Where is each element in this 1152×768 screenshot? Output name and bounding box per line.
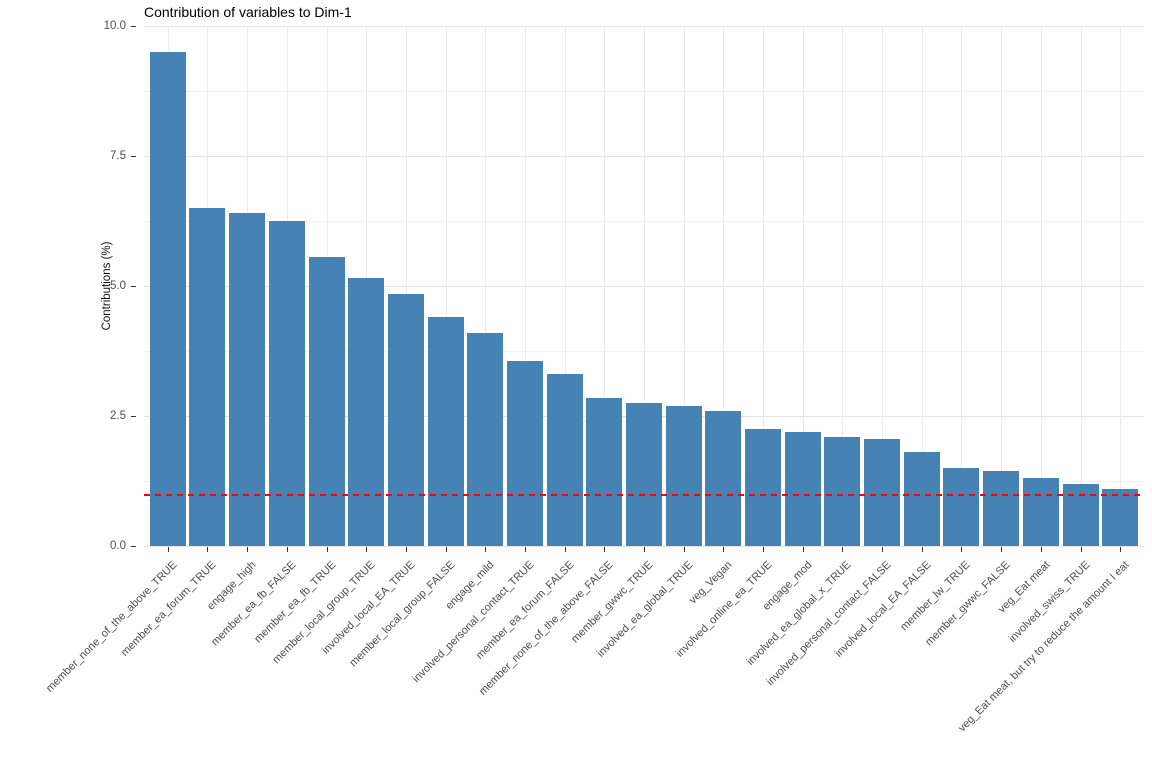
- gridline-vertical: [1001, 26, 1002, 546]
- bar: [586, 398, 622, 546]
- x-tick-mark: [1081, 547, 1082, 552]
- x-tick-mark: [723, 547, 724, 552]
- gridline-vertical: [1041, 26, 1042, 546]
- bar: [904, 452, 940, 546]
- x-tick-mark: [485, 547, 486, 552]
- gridline-vertical: [882, 26, 883, 546]
- gridline-vertical: [565, 26, 566, 546]
- y-tick-label: 0.0: [110, 539, 126, 552]
- x-tick-mark: [684, 547, 685, 552]
- bar: [785, 432, 821, 546]
- y-tick-label: 7.5: [110, 149, 126, 162]
- bar: [983, 471, 1019, 546]
- bar: [1102, 489, 1138, 546]
- y-tick-label: 10.0: [103, 19, 126, 32]
- bar: [824, 437, 860, 546]
- gridline-vertical: [723, 26, 724, 546]
- bar: [189, 208, 225, 546]
- gridline-vertical: [922, 26, 923, 546]
- y-tick-mark: [131, 26, 136, 27]
- x-tick-mark: [366, 547, 367, 552]
- gridline-vertical: [684, 26, 685, 546]
- gridline-vertical: [446, 26, 447, 546]
- x-tick-mark: [1120, 547, 1121, 552]
- bar: [229, 213, 265, 546]
- bar: [626, 403, 662, 546]
- bar: [428, 317, 464, 546]
- x-tick-mark: [882, 547, 883, 552]
- x-tick-mark: [961, 547, 962, 552]
- bar: [943, 468, 979, 546]
- bar: [348, 278, 384, 546]
- bar: [467, 333, 503, 546]
- y-tick-mark: [131, 286, 136, 287]
- chart-title: Contribution of variables to Dim-1: [144, 4, 352, 20]
- x-tick-mark: [207, 547, 208, 552]
- bar: [745, 429, 781, 546]
- x-tick-mark: [1001, 547, 1002, 552]
- bar: [864, 439, 900, 546]
- x-tick-mark: [565, 547, 566, 552]
- gridline-vertical: [763, 26, 764, 546]
- bar: [150, 52, 186, 546]
- x-tick-mark: [763, 547, 764, 552]
- gridline-vertical: [525, 26, 526, 546]
- gridline-vertical: [1081, 26, 1082, 546]
- bar: [666, 406, 702, 546]
- x-tick-mark: [525, 547, 526, 552]
- y-tick-mark: [131, 416, 136, 417]
- bar: [1023, 478, 1059, 546]
- x-tick-mark: [327, 547, 328, 552]
- bar: [388, 294, 424, 546]
- gridline-major: [144, 546, 1144, 547]
- gridline-vertical: [842, 26, 843, 546]
- gridline-vertical: [604, 26, 605, 546]
- bar: [705, 411, 741, 546]
- bar: [309, 257, 345, 546]
- bar: [547, 374, 583, 546]
- bar: [507, 361, 543, 546]
- x-tick-mark: [842, 547, 843, 552]
- x-tick-mark: [922, 547, 923, 552]
- y-tick-mark: [131, 156, 136, 157]
- x-tick-mark: [287, 547, 288, 552]
- x-tick-mark: [644, 547, 645, 552]
- x-tick-mark: [803, 547, 804, 552]
- x-tick-mark: [604, 547, 605, 552]
- x-tick-mark: [247, 547, 248, 552]
- y-tick-label: 2.5: [110, 409, 126, 422]
- y-tick-label: 5.0: [110, 279, 126, 292]
- gridline-vertical: [644, 26, 645, 546]
- x-tick-mark: [168, 547, 169, 552]
- gridline-vertical: [406, 26, 407, 546]
- x-tick-mark: [1041, 547, 1042, 552]
- gridline-vertical: [961, 26, 962, 546]
- gridline-vertical: [485, 26, 486, 546]
- x-tick-mark: [406, 547, 407, 552]
- x-tick-mark: [446, 547, 447, 552]
- gridline-vertical: [1120, 26, 1121, 546]
- bar: [269, 221, 305, 546]
- reference-line: [144, 494, 1144, 497]
- y-tick-mark: [131, 546, 136, 547]
- gridline-vertical: [803, 26, 804, 546]
